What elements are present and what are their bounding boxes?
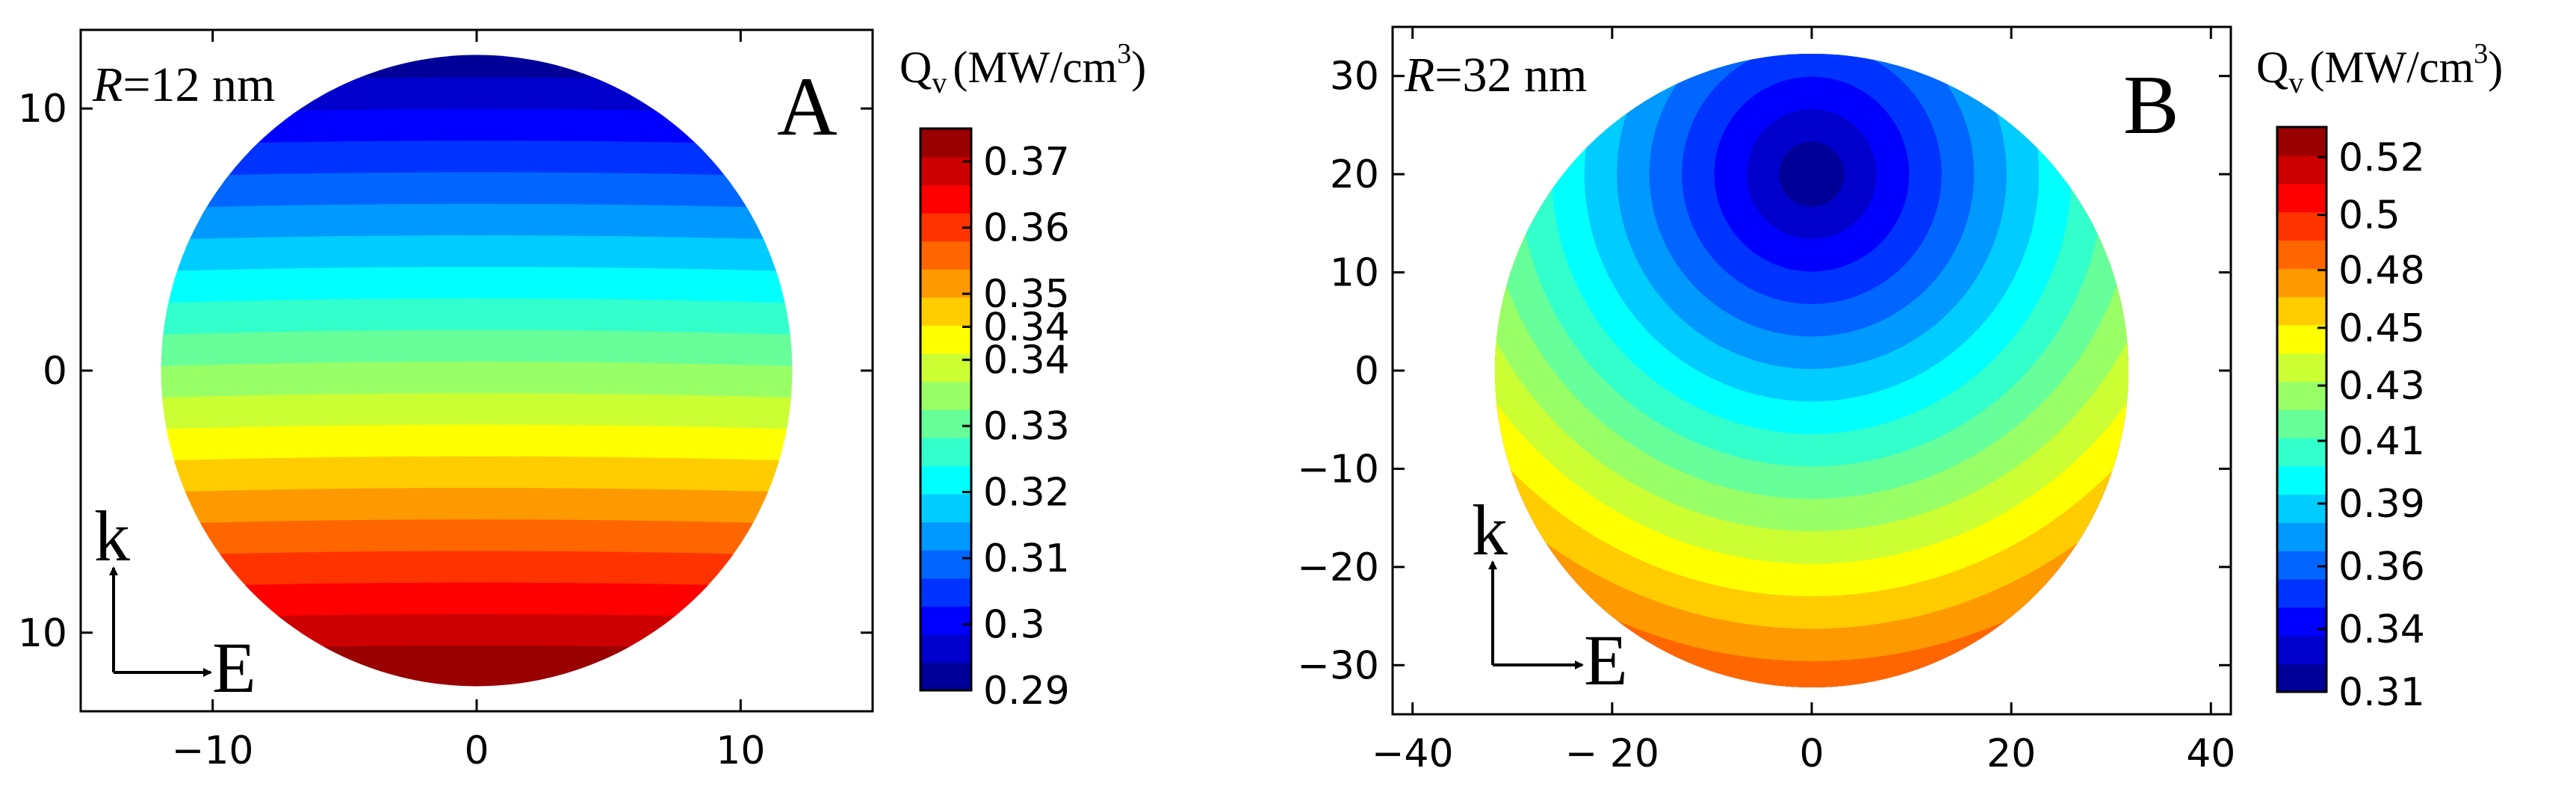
panel-b-xtick-label: 0 xyxy=(1799,731,1824,776)
panel-a-ytick-label: 10 xyxy=(18,611,67,656)
panel-a-colorbar-segment xyxy=(920,129,971,158)
panel-b-xtick-label: − 20 xyxy=(1565,731,1659,776)
panel-b-colorbar-tick-label: 0.52 xyxy=(2338,135,2425,180)
panel-b-colorbar-tick-label: 0.5 xyxy=(2338,194,2400,238)
panel-b-colorbar-segment xyxy=(2277,127,2326,156)
panel-a-colorbar-frame xyxy=(919,127,973,692)
panel-b-colorbar-tick-label: 0.43 xyxy=(2338,364,2425,409)
panel-b-direction-arrows: k E xyxy=(1472,490,1628,700)
panel-b-colorbar-tick-label: 0.36 xyxy=(2338,545,2425,590)
panel-a-colorbar-segment xyxy=(920,353,971,383)
panel-a-colorbar-segment xyxy=(920,662,971,691)
panel-b-colorbar-segment xyxy=(2277,324,2326,354)
panel-b-colorbar-segment xyxy=(2277,353,2326,382)
panel-a-colorbar-segment xyxy=(920,465,971,495)
panel-a-colorbar-tick-label: 0.31 xyxy=(983,536,1070,581)
panel-a-colorbar-segment xyxy=(920,437,971,466)
panel-b-colorbar-segment xyxy=(2277,211,2326,241)
panel-a-colorbar-tick-label: 0.33 xyxy=(983,404,1070,449)
panel-a-xtick-label: 10 xyxy=(716,728,765,773)
panel-a-ytick-label: 10 xyxy=(18,87,67,131)
panel-b-colorbar-segment xyxy=(2277,268,2326,297)
panel-a-colorbar-segment xyxy=(920,381,971,410)
panel-a-colorbar-title: Qv (MW/cm3) xyxy=(900,38,1146,99)
panel-b-colorbar-frame xyxy=(2276,126,2328,693)
panel-b-ytick-label: −10 xyxy=(1297,447,1379,492)
panel-b-xtick-label: 20 xyxy=(1987,731,2036,776)
panel-b-xtick-label: 40 xyxy=(2186,731,2235,776)
panel-b-colorbar-segment xyxy=(2277,183,2326,213)
panel-b-e-label: E xyxy=(1584,620,1628,700)
panel-a-colorbar-tick-label: 0.34 xyxy=(983,338,1070,383)
panel-a-colorbar-tick-label: 0.29 xyxy=(983,669,1070,714)
panel-b-ytick-label: −30 xyxy=(1297,643,1379,688)
panel-b-k-label: k xyxy=(1472,490,1508,570)
panel-a-colorbar-tick-label: 0.34 xyxy=(983,305,1070,350)
panel-b-colorbar-segment xyxy=(2277,635,2326,664)
panel-b-colorbar-title: Qv (MW/cm3) xyxy=(2256,38,2503,99)
panel-a-colorbar-segment xyxy=(920,578,971,607)
panel-a-direction-arrows: k E xyxy=(94,496,256,708)
panel-a-colorbar-segment xyxy=(920,606,971,635)
panel-a-colorbar-segment xyxy=(920,241,971,270)
panel-b-colorbar-segment xyxy=(2277,437,2326,467)
panel-b-radius-label: R=32 nm xyxy=(1404,48,1587,102)
panel-a-colorbar-tick-label: 0.36 xyxy=(983,206,1070,251)
panel-a-colorbar-segment xyxy=(920,325,971,354)
panel-a-colorbar-tick-label: 0.32 xyxy=(983,471,1070,516)
panel-a-colorbar-segment xyxy=(920,493,971,523)
panel-a-colorbar-tick-label: 0.3 xyxy=(983,603,1045,648)
panel-b-colorbar-tick-label: 0.48 xyxy=(2338,249,2425,294)
panel-b-ytick-label: 0 xyxy=(1354,349,1379,394)
panel-b-field-band xyxy=(1779,141,1845,207)
panel-a: −10 0 10 10 0 10 R=12 nm A k E 0.29 0.3 0.31 0.3… xyxy=(18,28,1146,773)
panel-a-ticks: −10 0 10 10 0 10 xyxy=(18,30,873,773)
panel-b-colorbar-segment xyxy=(2277,296,2326,326)
panel-b: −40 − 20 0 20 40 30 20 10 0 −10 −20 −30 R=32 nm B k… xyxy=(1297,25,2503,776)
panel-b-colorbar-segment xyxy=(2277,551,2326,580)
panel-b-colorbar-segment xyxy=(2277,465,2326,495)
panel-b-colorbar: 0.31 0.34 0.36 0.39 0.41 0.43 0.45 0.48 0.5 0.52 xyxy=(2276,126,2425,715)
panel-a-colorbar: 0.290.30.310.320.330.340.340.350.360.37 xyxy=(919,127,1070,714)
panel-b-colorbar-segment xyxy=(2277,663,2326,693)
panel-b-colorbar-tick-label: 0.39 xyxy=(2338,482,2425,527)
panel-b-ytick-label: 30 xyxy=(1330,55,1379,99)
panel-a-radius-label: R=12 nm xyxy=(92,58,275,112)
panel-b-colorbar-segment xyxy=(2277,155,2326,185)
panel-b-letter: B xyxy=(2123,59,2179,152)
panel-b-colorbar-segment xyxy=(2277,607,2326,637)
panel-a-field xyxy=(161,55,793,687)
panel-b-ytick-label: 20 xyxy=(1330,152,1379,197)
panel-b-colorbar-segment xyxy=(2277,494,2326,523)
panel-b-colorbar-tick-label: 0.41 xyxy=(2338,419,2425,464)
panel-b-colorbar-tick-label: 0.31 xyxy=(2338,670,2425,715)
panel-b-colorbar-segment xyxy=(2277,240,2326,269)
panel-b-colorbar-segment xyxy=(2277,409,2326,439)
panel-a-xtick-label: 0 xyxy=(464,728,489,773)
panel-b-colorbar-tick-label: 0.34 xyxy=(2338,607,2425,652)
panel-a-ytick-label: 0 xyxy=(43,349,67,394)
panel-a-colorbar-segment xyxy=(920,409,971,439)
panel-b-ytick-label: 10 xyxy=(1330,251,1379,296)
panel-a-k-label: k xyxy=(94,496,130,576)
panel-b-xtick-label: −40 xyxy=(1372,731,1454,776)
panel-a-xtick-label: −10 xyxy=(172,728,254,773)
panel-a-colorbar-tick-label: 0.37 xyxy=(983,140,1070,185)
panel-a-colorbar-segment xyxy=(920,550,971,579)
panel-a-letter: A xyxy=(777,61,837,153)
panel-b-colorbar-segment xyxy=(2277,578,2326,608)
panel-a-colorbar-tick-label: 0.35 xyxy=(983,272,1070,317)
panel-a-colorbar-segment xyxy=(920,185,971,214)
panel-a-colorbar-segment xyxy=(920,297,971,326)
panel-a-colorbar-segment xyxy=(920,522,971,551)
panel-b-colorbar-segment xyxy=(2277,522,2326,551)
panel-a-e-label: E xyxy=(212,628,256,708)
panel-b-ticks: −40 − 20 0 20 40 30 20 10 0 −10 −20 −30 xyxy=(1297,27,2235,776)
panel-b-colorbar-tick-label: 0.45 xyxy=(2338,306,2425,351)
panel-b-ytick-label: −20 xyxy=(1297,545,1379,590)
panel-a-colorbar-segment xyxy=(920,634,971,663)
